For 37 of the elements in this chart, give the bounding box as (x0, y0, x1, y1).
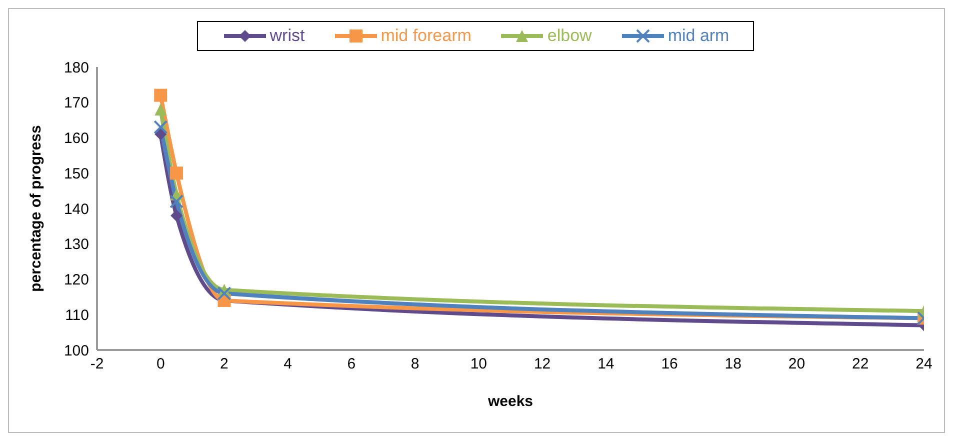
y-tick-label: 130 (64, 236, 89, 254)
point (154, 103, 167, 116)
x-tick-label: 12 (534, 356, 551, 373)
point (217, 286, 232, 300)
x-tick-label: 20 (788, 356, 806, 373)
x-tick-label: 2 (220, 356, 228, 373)
x-tick-label: -2 (90, 356, 104, 373)
y-tick-label: 160 (64, 130, 89, 148)
legend-label: elbow (546, 26, 592, 46)
x-tick-label: 8 (410, 356, 420, 373)
x-tick-label: 6 (347, 356, 356, 373)
y-tick-label: 140 (64, 200, 89, 218)
legend-label: mid arm (666, 26, 730, 46)
y-tick-label: 120 (64, 272, 89, 289)
point (154, 88, 168, 102)
x-tick-label: 0 (156, 356, 165, 373)
x-tick-label: 24 (916, 356, 932, 373)
point (170, 194, 184, 208)
y-tick-label: 180 (64, 59, 89, 76)
legend-label: mid forearm (380, 26, 472, 46)
y-tick-label: 110 (65, 306, 89, 324)
x-tick-label: 22 (852, 356, 869, 373)
x-tick-label: 14 (598, 356, 614, 373)
point (170, 166, 184, 180)
y-axis-title: percentage of progress (27, 125, 44, 292)
x-tick-label: 10 (470, 356, 488, 373)
x-axis-title: weeks (486, 393, 534, 410)
legend-label: wrist (268, 26, 305, 46)
y-tick-label: 150 (64, 165, 89, 182)
point (154, 128, 167, 140)
point (170, 210, 183, 222)
y-tick-label: 100 (64, 342, 89, 360)
x-tick-label: 18 (724, 356, 742, 373)
point (154, 120, 168, 134)
y-tick-label: 170 (64, 94, 89, 112)
x-tick-label: 4 (284, 356, 292, 373)
x-tick-label: 16 (661, 356, 678, 373)
